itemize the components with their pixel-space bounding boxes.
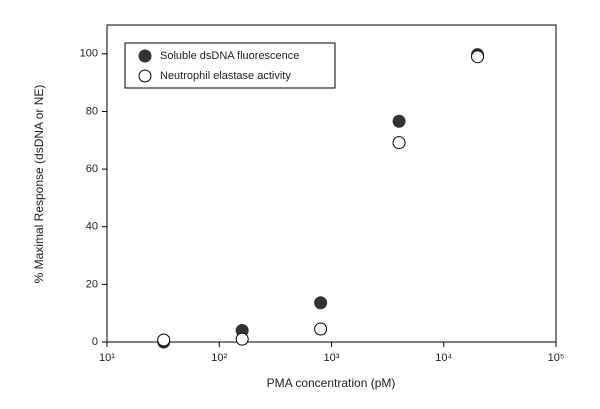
point <box>157 333 171 347</box>
legend-marker <box>138 69 152 83</box>
legend-label: Neutrophil elastase activity <box>160 70 291 82</box>
point <box>392 114 406 128</box>
y-tick-label: 0 <box>92 336 98 348</box>
point <box>314 322 328 336</box>
x-tick-label: 10⁵ <box>548 352 565 364</box>
y-tick-label: 100 <box>80 48 98 60</box>
y-tick-label: 80 <box>86 105 98 117</box>
x-tick-label: 10² <box>211 352 227 364</box>
y-tick-label: 60 <box>86 163 98 175</box>
x-tick-label: 10¹ <box>99 352 115 364</box>
y-axis-label: % Maximal Response (dsDNA or NE) <box>32 85 46 284</box>
point <box>471 50 485 64</box>
legend-box <box>124 42 336 89</box>
x-tick-label: 10⁴ <box>435 352 452 364</box>
legend-marker <box>138 49 152 63</box>
point <box>235 332 249 346</box>
x-tick-label: 10³ <box>324 352 340 364</box>
legend-label: Soluble dsDNA fluorescence <box>160 50 299 62</box>
x-axis-label: PMA concentration (pM) <box>267 376 396 390</box>
point <box>314 296 328 310</box>
y-tick-label: 40 <box>86 221 98 233</box>
y-tick-label: 20 <box>86 278 98 290</box>
point <box>392 136 406 150</box>
